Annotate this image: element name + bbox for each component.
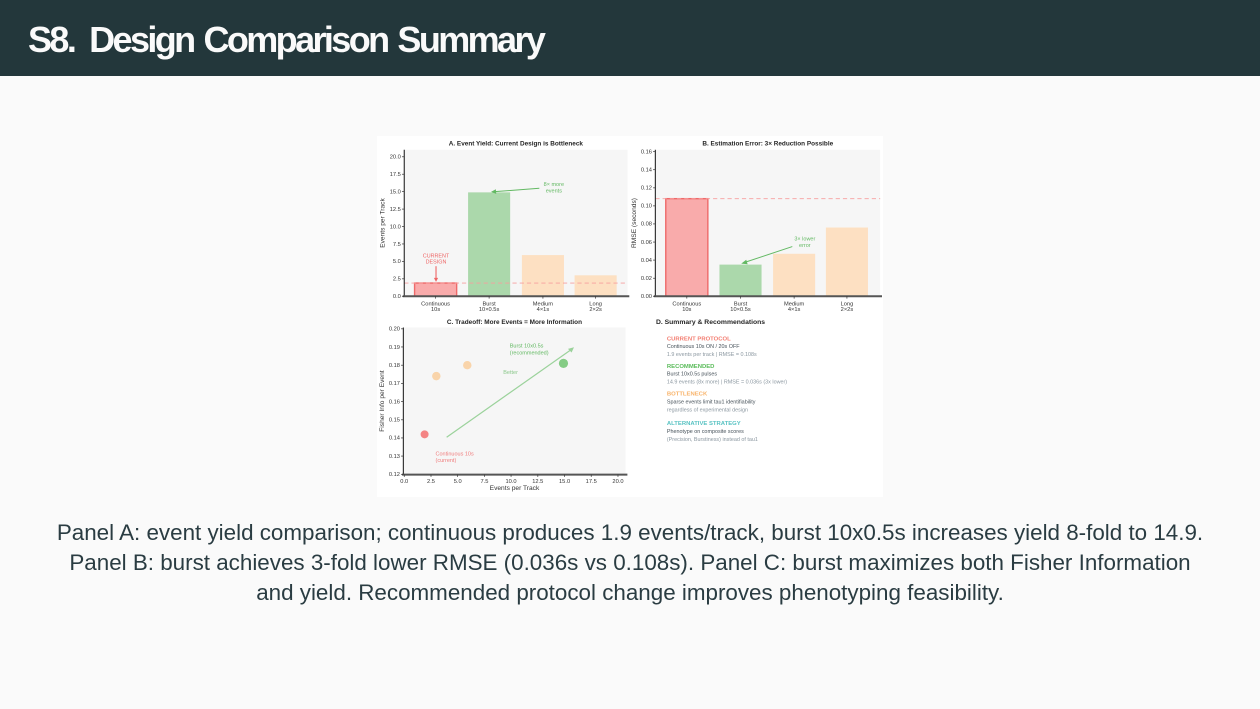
- svg-text:20.0: 20.0: [612, 479, 623, 485]
- svg-text:15.0: 15.0: [390, 189, 401, 195]
- svg-text:12.5: 12.5: [532, 479, 543, 485]
- svg-text:(recommended): (recommended): [510, 350, 549, 356]
- svg-text:CURRENT: CURRENT: [423, 253, 450, 259]
- svg-text:2.5: 2.5: [427, 479, 435, 485]
- svg-text:Burst 10x0.5s pulses: Burst 10x0.5s pulses: [667, 372, 717, 378]
- svg-text:0.16: 0.16: [641, 149, 652, 155]
- svg-text:0.14: 0.14: [389, 436, 400, 442]
- svg-text:17.5: 17.5: [586, 479, 597, 485]
- svg-text:Burst 10x0.5s: Burst 10x0.5s: [510, 344, 544, 350]
- svg-text:0.06: 0.06: [641, 240, 652, 246]
- svg-text:15.0: 15.0: [559, 479, 570, 485]
- svg-text:5.0: 5.0: [454, 479, 462, 485]
- svg-text:8× more: 8× more: [544, 182, 564, 188]
- svg-text:A. Event Yield: Current Design: A. Event Yield: Current Design is Bottle…: [449, 141, 584, 148]
- svg-text:B. Estimation Error: 3× Reduct: B. Estimation Error: 3× Reduction Possib…: [702, 141, 833, 148]
- svg-text:Better: Better: [503, 370, 518, 376]
- svg-text:10.0: 10.0: [506, 479, 517, 485]
- svg-text:Continuous 10s ON / 20s OFF: Continuous 10s ON / 20s OFF: [667, 344, 740, 350]
- svg-text:0.20: 0.20: [389, 327, 400, 333]
- svg-text:5.0: 5.0: [393, 259, 401, 265]
- svg-text:0.02: 0.02: [641, 276, 652, 282]
- svg-text:0.14: 0.14: [641, 168, 652, 174]
- svg-text:0.19: 0.19: [389, 345, 400, 351]
- svg-text:20.0: 20.0: [390, 155, 401, 161]
- svg-text:10.0: 10.0: [390, 224, 401, 230]
- svg-text:14.9 events (8x more) | RMSE =: 14.9 events (8x more) | RMSE = 0.036s (3…: [667, 379, 787, 385]
- svg-text:Long: Long: [841, 302, 854, 308]
- svg-text:0.16: 0.16: [389, 399, 400, 405]
- svg-text:regardless of experimental des: regardless of experimental design: [667, 407, 748, 413]
- svg-text:CURRENT PROTOCOL: CURRENT PROTOCOL: [667, 336, 731, 342]
- svg-text:0.17: 0.17: [389, 381, 400, 387]
- svg-text:ALTERNATIVE STRATEGY: ALTERNATIVE STRATEGY: [667, 421, 741, 427]
- svg-text:Fisher Info per Event: Fisher Info per Event: [379, 370, 386, 432]
- svg-text:Phenotype on composite scores: Phenotype on composite scores: [667, 429, 744, 435]
- svg-text:0.12: 0.12: [389, 472, 400, 478]
- svg-text:Medium: Medium: [533, 302, 554, 308]
- svg-text:Events per Track: Events per Track: [490, 485, 540, 492]
- svg-text:1.9 events per track | RMSE =: 1.9 events per track | RMSE = 0.108s: [667, 352, 757, 358]
- svg-text:0.04: 0.04: [641, 258, 652, 264]
- svg-text:Long: Long: [589, 302, 602, 308]
- svg-text:10×0.5s: 10×0.5s: [479, 307, 500, 313]
- svg-text:12.5: 12.5: [390, 207, 401, 213]
- svg-text:10s: 10s: [431, 307, 440, 313]
- svg-text:10s: 10s: [682, 307, 691, 313]
- svg-text:Events per Track: Events per Track: [380, 198, 387, 248]
- svg-text:C. Tradeoff: More Events = Mor: C. Tradeoff: More Events = More Informat…: [447, 319, 582, 326]
- svg-text:Continuous 10s: Continuous 10s: [436, 452, 474, 458]
- svg-text:Sparse events limit tau1 ident: Sparse events limit tau1 identifiability: [667, 399, 756, 405]
- svg-text:Continuous: Continuous: [672, 302, 701, 308]
- svg-text:2×2s: 2×2s: [841, 307, 854, 313]
- svg-text:RECOMMENDED: RECOMMENDED: [667, 364, 715, 370]
- svg-text:0.0: 0.0: [393, 294, 401, 300]
- svg-text:2.5: 2.5: [393, 277, 401, 283]
- svg-text:BOTTLENECK: BOTTLENECK: [667, 391, 708, 397]
- svg-text:(current): (current): [436, 458, 457, 464]
- svg-text:Burst: Burst: [734, 302, 748, 308]
- svg-text:0.10: 0.10: [641, 204, 652, 210]
- svg-text:0.00: 0.00: [641, 294, 652, 300]
- svg-text:(Precision, Burstiness) instea: (Precision, Burstiness) instead of tau1: [667, 437, 758, 443]
- svg-text:Medium: Medium: [784, 302, 805, 308]
- svg-text:2×2s: 2×2s: [589, 307, 602, 313]
- svg-text:events: events: [546, 189, 562, 195]
- svg-text:Continuous: Continuous: [421, 302, 450, 308]
- svg-text:7.5: 7.5: [393, 242, 401, 248]
- svg-text:0.12: 0.12: [641, 186, 652, 192]
- svg-text:D. Summary & Recommendations: D. Summary & Recommendations: [656, 319, 765, 326]
- svg-text:0.0: 0.0: [400, 479, 408, 485]
- svg-text:0.18: 0.18: [389, 363, 400, 369]
- svg-text:4×1s: 4×1s: [788, 307, 801, 313]
- svg-text:4×1s: 4×1s: [537, 307, 550, 313]
- svg-text:0.15: 0.15: [389, 418, 400, 424]
- svg-text:Burst: Burst: [482, 302, 496, 308]
- svg-text:3× lower: 3× lower: [794, 236, 815, 242]
- svg-text:0.13: 0.13: [389, 454, 400, 460]
- svg-text:DESIGN: DESIGN: [426, 260, 447, 266]
- svg-text:10×0.5s: 10×0.5s: [730, 307, 751, 313]
- svg-text:17.5: 17.5: [390, 172, 401, 178]
- svg-text:RMSE (seconds): RMSE (seconds): [631, 198, 638, 248]
- svg-text:7.5: 7.5: [480, 479, 488, 485]
- svg-text:error: error: [799, 243, 811, 249]
- svg-text:0.08: 0.08: [641, 222, 652, 228]
